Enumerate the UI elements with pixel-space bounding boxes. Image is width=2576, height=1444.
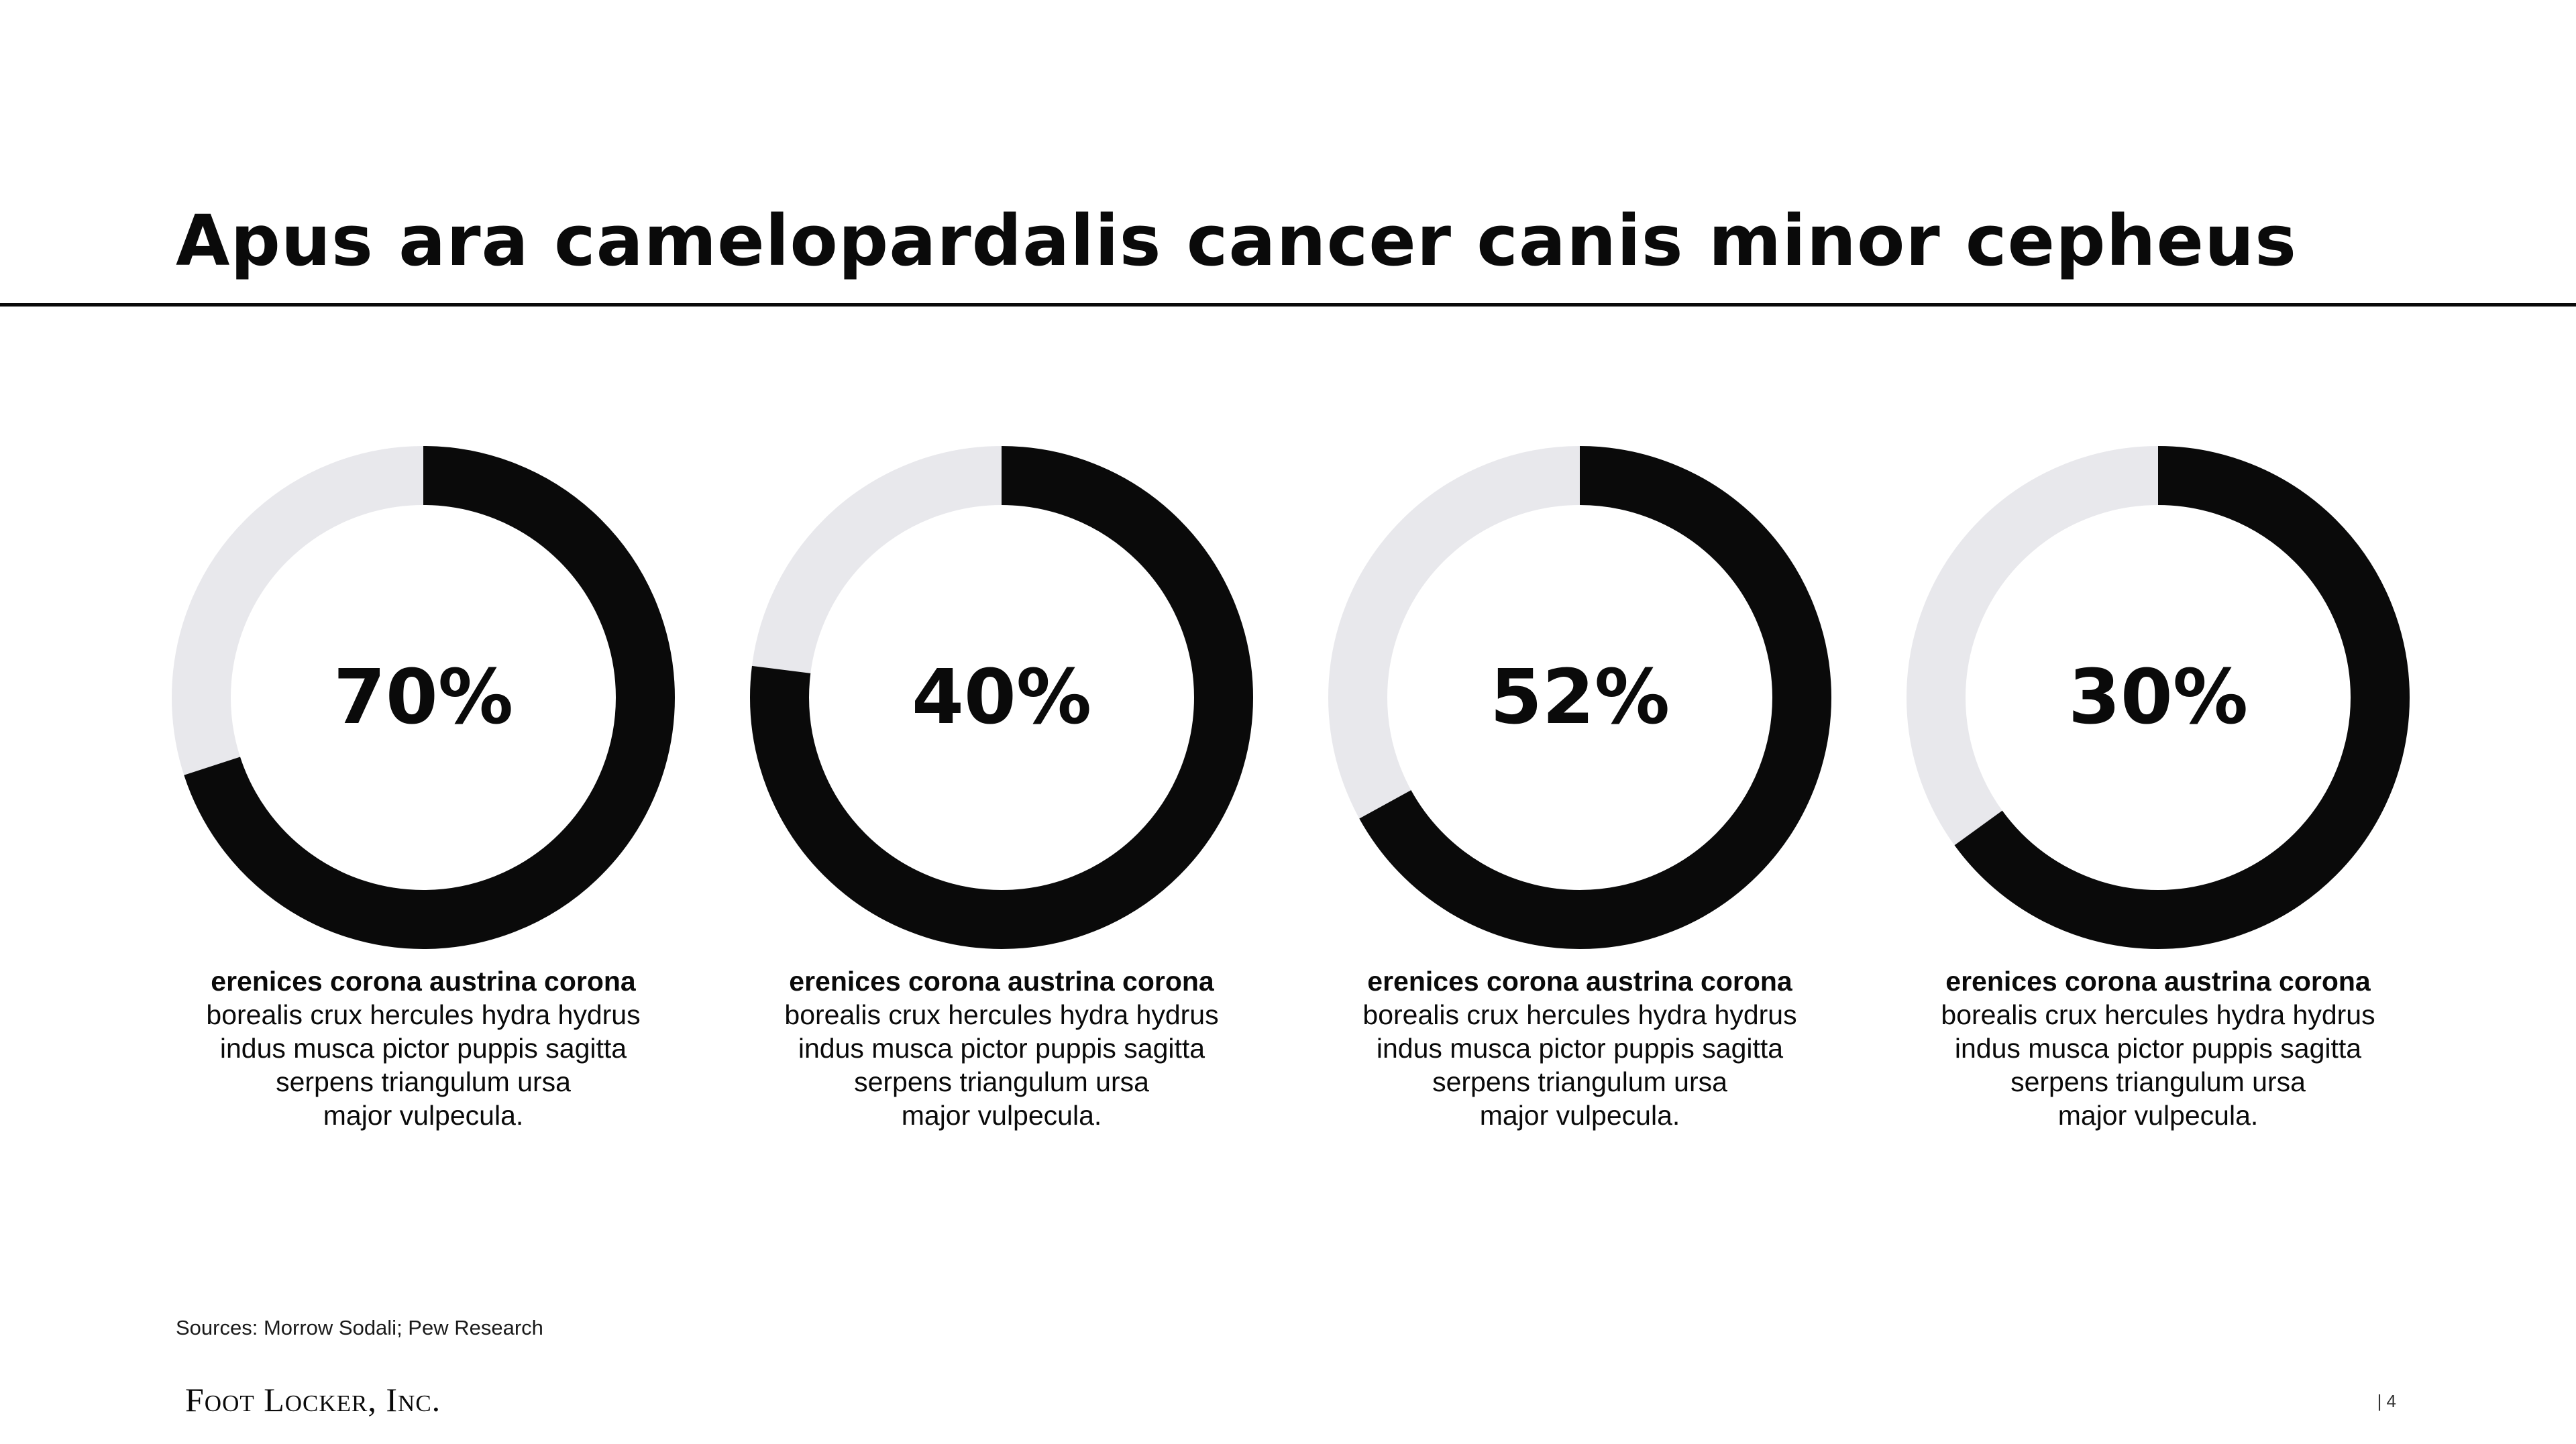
donut-chart-2: 40% [750, 446, 1253, 949]
stat-caption-3: erenices corona austrina corona borealis… [1305, 964, 1855, 1132]
caption-body-2: borealis crux hercules hydra hydrus indu… [784, 999, 1219, 1131]
donut-value-arc-1 [172, 446, 675, 949]
caption-heading-1: erenices corona austrina corona [211, 966, 636, 997]
donut-chart-3: 52% [1328, 446, 1831, 949]
stat-card-4: 30% erenices corona austrina corona bore… [1883, 443, 2433, 1132]
stat-card-1: 70% erenices corona austrina corona bore… [148, 443, 698, 1132]
stat-caption-4: erenices corona austrina corona borealis… [1883, 964, 2433, 1132]
donut-percent-label-1: 70% [333, 654, 513, 741]
donut-percent-label-3: 52% [1490, 654, 1670, 741]
donut-value-arc-3 [1328, 446, 1831, 949]
caption-body-1: borealis crux hercules hydra hydrus indu… [206, 999, 641, 1131]
sources-note: Sources: Morrow Sodali; Pew Research [176, 1316, 543, 1339]
page-title: Apus ara camelopardalis cancer canis min… [176, 200, 2298, 282]
donut-value-arc-2 [750, 446, 1253, 949]
caption-heading-2: erenices corona austrina corona [789, 966, 1214, 997]
caption-heading-4: erenices corona austrina corona [1945, 966, 2371, 997]
donut-percent-label-2: 40% [912, 654, 1091, 741]
stat-caption-2: erenices corona austrina corona borealis… [727, 964, 1277, 1132]
donut-chart-1: 70% [172, 446, 675, 949]
stat-card-2: 40% erenices corona austrina corona bore… [727, 443, 1277, 1132]
donut-value-arc-4 [1907, 446, 2410, 949]
stat-card-3: 52% erenices corona austrina corona bore… [1305, 443, 1855, 1132]
stat-caption-1: erenices corona austrina corona borealis… [148, 964, 698, 1132]
caption-body-4: borealis crux hercules hydra hydrus indu… [1941, 999, 2375, 1131]
caption-body-3: borealis crux hercules hydra hydrus indu… [1362, 999, 1797, 1131]
page-number: | 4 [2377, 1391, 2396, 1411]
donut-chart-4: 30% [1907, 446, 2410, 949]
title-divider [0, 303, 2576, 307]
company-logo: Foot Locker, Inc. [185, 1381, 441, 1419]
caption-heading-3: erenices corona austrina corona [1367, 966, 1792, 997]
donut-percent-label-4: 30% [2068, 654, 2248, 741]
